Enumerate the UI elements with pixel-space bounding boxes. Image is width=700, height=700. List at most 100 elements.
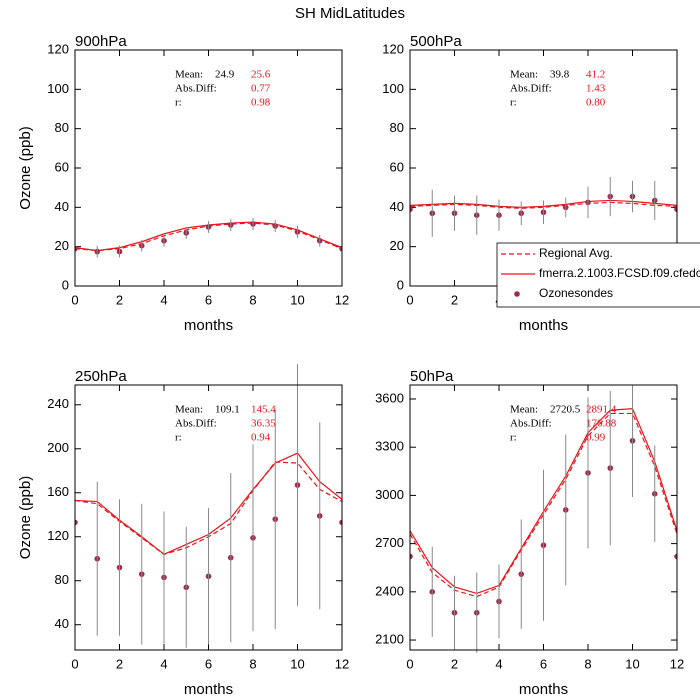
- stat-obs: 2720.5: [550, 404, 581, 416]
- x-tick-label: 6: [205, 292, 212, 307]
- stat-obs: 24.9: [215, 69, 235, 81]
- y-tick-label: 60: [390, 159, 404, 174]
- stat-label: Mean:: [510, 69, 538, 81]
- stat-model: 176.88: [586, 418, 617, 430]
- y-tick-label: 40: [390, 199, 404, 214]
- stat-model: 0.94: [251, 432, 271, 444]
- legend-label: fmerra.2.1003.FCSD.f09.cfedc: [539, 266, 700, 280]
- y-tick-label: 100: [47, 81, 69, 96]
- y-tick-label: 80: [55, 572, 69, 587]
- legend-box: [496, 242, 700, 308]
- stat-model: 36.35: [251, 418, 276, 430]
- stat-label: Abs.Diff:: [175, 418, 217, 430]
- y-tick-label: 2400: [375, 583, 404, 598]
- x-axis-label: months: [184, 317, 233, 334]
- y-tick-label: 80: [55, 120, 69, 135]
- stat-model: 1.43: [586, 83, 606, 95]
- ozonesonde-point: [410, 553, 413, 560]
- x-axis-label: months: [519, 317, 568, 334]
- x-tick-label: 12: [335, 656, 349, 671]
- y-tick-label: 60: [55, 159, 69, 174]
- legend-swatch: [514, 291, 520, 297]
- x-tick-label: 10: [625, 656, 639, 671]
- stat-model: 0.80: [586, 97, 606, 109]
- x-tick-label: 10: [290, 292, 304, 307]
- x-tick-label: 8: [584, 656, 591, 671]
- stat-label: Mean:: [510, 404, 538, 416]
- y-tick-label: 20: [55, 238, 69, 253]
- plot-frame: [409, 384, 678, 651]
- y-tick-label: 40: [55, 199, 69, 214]
- x-tick-label: 8: [249, 292, 256, 307]
- stat-label: r:: [510, 97, 517, 109]
- stat-obs: 39.8: [550, 69, 570, 81]
- y-tick-label: 3300: [375, 439, 404, 454]
- plot-frame: [74, 384, 343, 651]
- y-tick-label: 120: [47, 41, 69, 56]
- x-axis-label: months: [519, 681, 568, 698]
- x-tick-label: 4: [495, 656, 502, 671]
- y-tick-label: 120: [382, 41, 404, 56]
- ozonesonde-point: [339, 245, 342, 252]
- x-tick-label: 2: [451, 656, 458, 671]
- x-tick-label: 0: [71, 656, 78, 671]
- stat-label: Abs.Diff:: [510, 83, 552, 95]
- stat-model: 0.77: [251, 83, 271, 95]
- x-tick-label: 2: [116, 656, 123, 671]
- stat-label: Mean:: [175, 404, 203, 416]
- stat-label: r:: [510, 432, 517, 444]
- ozonesonde-point: [339, 519, 342, 526]
- stat-model: 2891.4: [586, 404, 617, 416]
- panel-title: 900hPa: [75, 33, 127, 50]
- y-tick-label: 3000: [375, 487, 404, 502]
- y-tick-label: 0: [62, 277, 69, 292]
- y-tick-label: 100: [382, 81, 404, 96]
- ozonesonde-point: [75, 519, 78, 526]
- ozonesonde-point: [75, 245, 78, 252]
- stat-label: Abs.Diff:: [510, 418, 552, 430]
- x-tick-label: 10: [290, 656, 304, 671]
- stat-label: Abs.Diff:: [175, 83, 217, 95]
- x-tick-label: 0: [71, 292, 78, 307]
- y-tick-label: 160: [47, 484, 69, 499]
- y-tick-label: 200: [47, 440, 69, 455]
- x-tick-label: 6: [205, 656, 212, 671]
- stat-label: Mean:: [175, 69, 203, 81]
- y-tick-label: 40: [55, 616, 69, 631]
- x-tick-label: 2: [451, 292, 458, 307]
- stat-model: 0.98: [251, 97, 271, 109]
- y-axis-label: Ozone (ppb): [17, 476, 34, 559]
- stat-label: r:: [175, 97, 182, 109]
- ozonesonde-point: [410, 206, 413, 213]
- y-tick-label: 240: [47, 396, 69, 411]
- panel-title: 50hPa: [410, 368, 454, 385]
- stat-model: 145.4: [251, 404, 276, 416]
- legend-label: Regional Avg.: [539, 246, 613, 260]
- plot-frame: [74, 49, 343, 287]
- x-tick-label: 8: [249, 656, 256, 671]
- page-title: SH MidLatitudes: [295, 5, 405, 22]
- panel-title: 250hPa: [75, 368, 127, 385]
- stat-model: 25.6: [251, 69, 271, 81]
- x-tick-label: 4: [160, 292, 167, 307]
- x-tick-label: 12: [335, 292, 349, 307]
- ozonesonde-point: [674, 206, 677, 213]
- x-tick-label: 2: [116, 292, 123, 307]
- stat-obs: 109.1: [215, 404, 240, 416]
- y-tick-label: 20: [390, 238, 404, 253]
- y-tick-label: 2700: [375, 535, 404, 550]
- x-tick-label: 0: [406, 292, 413, 307]
- stat-label: r:: [175, 432, 182, 444]
- stat-model: 0.99: [586, 432, 606, 444]
- y-tick-label: 3600: [375, 390, 404, 405]
- x-tick-label: 12: [670, 656, 684, 671]
- panel-title: 500hPa: [410, 33, 462, 50]
- y-tick-label: 120: [47, 528, 69, 543]
- y-tick-label: 2100: [375, 631, 404, 646]
- x-tick-label: 4: [160, 656, 167, 671]
- x-axis-label: months: [184, 681, 233, 698]
- x-tick-label: 0: [406, 656, 413, 671]
- y-axis-label: Ozone (ppb): [17, 126, 34, 209]
- y-tick-label: 80: [390, 120, 404, 135]
